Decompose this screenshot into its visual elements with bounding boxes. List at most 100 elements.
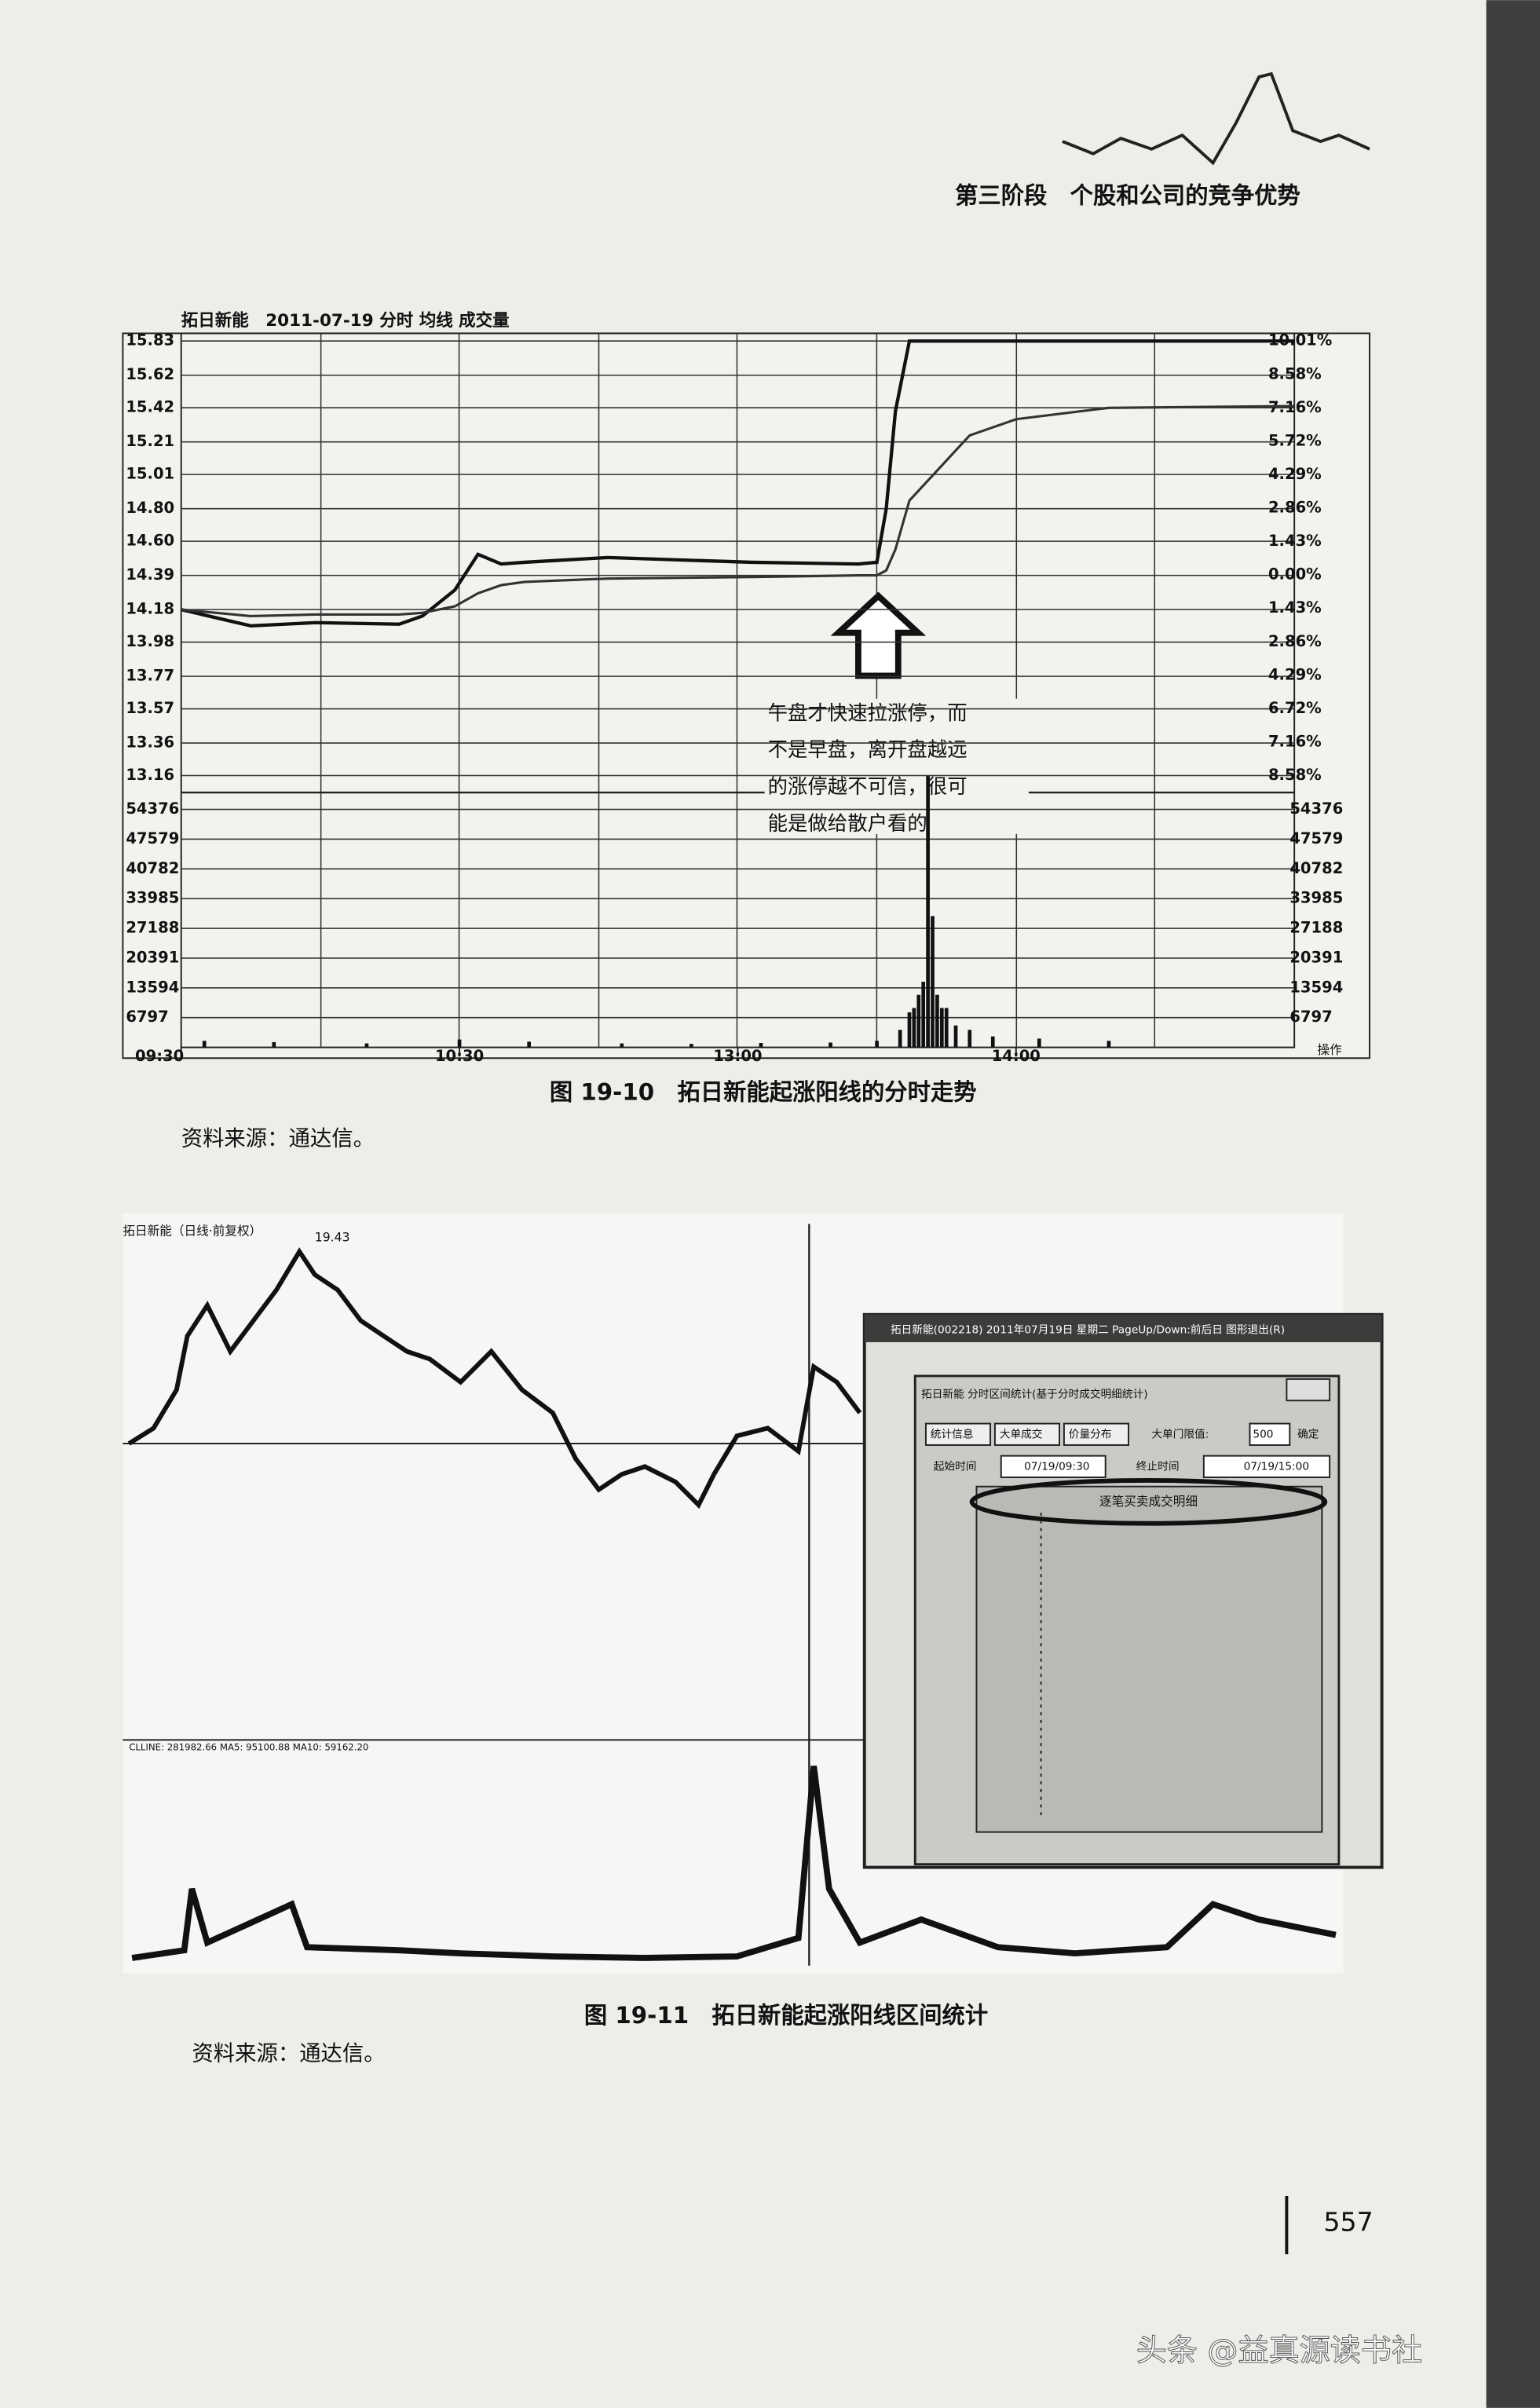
y-tick-label: 13.77 <box>126 667 174 685</box>
y2-tick-label: 6797 <box>1289 1008 1332 1026</box>
header-decoration <box>1062 71 1370 166</box>
y-tick-label: 15.83 <box>126 331 174 349</box>
y2-tick-label: 6.72% <box>1268 699 1322 717</box>
price-line <box>181 404 1295 617</box>
y-tick-label: 13.98 <box>126 632 174 650</box>
y-tick-label: 15.62 <box>126 365 174 383</box>
section-header: 第三阶段 个股和公司的竞争优势 <box>955 182 1300 209</box>
y2-tick-label: 1.43% <box>1268 532 1322 550</box>
volume-bar <box>907 1012 912 1048</box>
y-tick-label: 14.60 <box>126 532 174 550</box>
y-tick-label: 54376 <box>126 800 179 818</box>
volume-bar <box>968 1030 972 1048</box>
volume-bar <box>926 776 930 1048</box>
price-line <box>181 339 1295 628</box>
start-value[interactable]: 07/19/09:30 <box>1024 1460 1089 1473</box>
circled-text: 逐笔买卖成交明细 <box>1099 1494 1198 1509</box>
volume-bar <box>916 994 921 1048</box>
volume-bar <box>272 1041 276 1048</box>
tab[interactable] <box>1063 1422 1130 1446</box>
volume-bar <box>1107 1041 1111 1048</box>
tab-label[interactable]: 价量分布 <box>1069 1428 1112 1440</box>
volume-bar <box>953 1025 958 1048</box>
volume-bar <box>527 1041 532 1048</box>
end-input[interactable] <box>1202 1455 1331 1478</box>
threshold-input[interactable] <box>1249 1422 1291 1446</box>
volume-bar <box>898 1030 902 1048</box>
y2-tick-label: 8.58% <box>1268 364 1322 382</box>
high-label: 19.43 <box>315 1230 350 1245</box>
indicator-text: CLLINE: 281982.66 MA5: 95100.88 MA10: 59… <box>129 1742 368 1753</box>
tab[interactable] <box>993 1422 1061 1446</box>
y2-tick-label: 13594 <box>1289 978 1343 996</box>
confirm-button[interactable]: 确定 <box>1297 1428 1319 1440</box>
annotation: 的涨停越不可信，很可 <box>768 774 968 798</box>
annotation: 不是早盘，离开盘越远 <box>768 737 968 761</box>
y-tick-label: 33985 <box>126 889 179 907</box>
popup-title: 拓日新能(002218) 2011年07月19日 星期二 PageUp/Down… <box>891 1323 1285 1336</box>
intraday-chart: 拓日新能 2011-07-19 分时 均线 成交量 午盘才快速拉涨停，而 不是早… <box>122 310 1370 1065</box>
figure-caption: 图 19-11 拓日新能起涨阳线区间统计 <box>584 2002 988 2029</box>
chart-title: 拓日新能 2011-07-19 分时 均线 成交量 <box>181 310 510 331</box>
volume-bar <box>620 1043 624 1048</box>
threshold-value[interactable]: 500 <box>1253 1428 1273 1440</box>
distribution-plot <box>975 1485 1323 1833</box>
y2-tick-label: 4.29% <box>1268 665 1322 683</box>
volume-bar <box>364 1043 369 1048</box>
y-tick-label: 40782 <box>126 859 179 877</box>
y-tick-label: 13594 <box>126 978 179 996</box>
y-tick-label: 15.42 <box>126 398 174 416</box>
volume-trace <box>131 1766 1337 1961</box>
start-input[interactable] <box>1000 1455 1107 1478</box>
tab-label[interactable]: 统计信息 <box>931 1427 974 1440</box>
page-edge <box>1486 0 1540 2408</box>
volume-bar <box>202 1041 207 1048</box>
volume-bar <box>921 981 926 1048</box>
y2-tick-label: 0.00% <box>1268 565 1322 584</box>
operate-button[interactable]: 操作 <box>1318 1042 1343 1057</box>
volume-bar <box>829 1042 832 1048</box>
y-tick-label: 13.57 <box>126 699 174 717</box>
chart-frame <box>122 332 1370 1059</box>
figure-caption: 图 19-10 拓日新能起涨阳线的分时走势 <box>550 1079 977 1106</box>
y-tick-label: 14.39 <box>126 565 174 584</box>
y-tick-label: 47579 <box>126 829 179 847</box>
y2-tick-label: 5.72% <box>1268 431 1322 449</box>
y2-tick-label: 27188 <box>1289 919 1343 937</box>
y2-tick-label: 33985 <box>1289 889 1343 907</box>
chart-title: 拓日新能（日线·前复权） <box>123 1224 262 1239</box>
start-label: 起始时间 <box>934 1460 977 1473</box>
volume-bar <box>912 1008 916 1048</box>
highlight-circle <box>969 1477 1328 1526</box>
popup-titlebar <box>864 1314 1382 1342</box>
tab[interactable] <box>924 1422 992 1446</box>
x-tick-label: 14:00 <box>992 1047 1041 1065</box>
y2-tick-label: 2.86% <box>1268 499 1322 517</box>
volume-bar <box>1037 1038 1041 1048</box>
threshold-label: 大单门限值: <box>1151 1428 1209 1440</box>
y2-tick-label: 40782 <box>1289 859 1343 877</box>
y-tick-label: 15.01 <box>126 465 174 483</box>
y2-tick-label: 8.58% <box>1268 766 1322 784</box>
y2-tick-label: 10.01% <box>1268 331 1332 349</box>
volume-bar <box>990 1036 995 1048</box>
page-number: 557 <box>1323 2207 1373 2238</box>
volume-bar <box>690 1044 693 1048</box>
figure-source: 资料来源：通达信。 <box>192 2042 385 2066</box>
x-tick-label: 10:30 <box>435 1047 484 1065</box>
y2-tick-label: 47579 <box>1289 829 1343 847</box>
volume-bar <box>875 1041 879 1048</box>
end-label: 终止时间 <box>1136 1460 1180 1473</box>
tab-label[interactable]: 大单成交 <box>1000 1427 1043 1440</box>
y-tick-label: 14.18 <box>126 600 174 618</box>
close-button[interactable] <box>1286 1378 1331 1402</box>
y-tick-label: 14.80 <box>126 499 174 517</box>
y2-tick-label: 7.16% <box>1268 732 1322 750</box>
y2-tick-label: 4.29% <box>1268 465 1322 483</box>
x-tick-label: 13:00 <box>713 1047 762 1065</box>
y2-tick-label: 54376 <box>1289 800 1343 818</box>
end-value: 07/19/15:00 <box>1244 1460 1309 1473</box>
y-tick-label: 15.21 <box>126 432 174 450</box>
